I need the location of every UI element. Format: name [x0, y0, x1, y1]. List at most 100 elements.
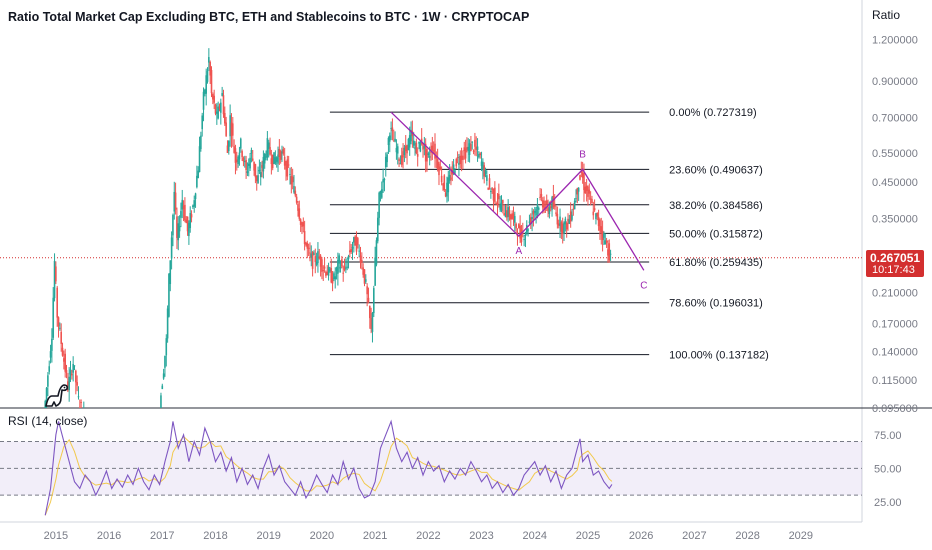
candle-body [466, 147, 468, 150]
candle-body [59, 327, 61, 329]
candle-body [189, 213, 192, 229]
candle-body [470, 144, 472, 152]
candle-body [506, 210, 508, 218]
candle-body [73, 365, 76, 367]
candle-body [432, 150, 435, 152]
scale-mode-button[interactable]: Ratio [872, 8, 901, 22]
candle-body [210, 70, 213, 94]
candle-body [299, 219, 302, 225]
candle-body [253, 161, 255, 171]
candle-body [213, 95, 215, 103]
candle-body [514, 216, 516, 223]
candle-body [380, 189, 383, 198]
candle-body [410, 129, 412, 142]
bar-countdown: 10:17:43 [872, 264, 915, 276]
candle-body [198, 146, 201, 173]
candle-body [504, 215, 507, 218]
candle-body [354, 236, 356, 246]
fib-level-label: 50.00% (0.315872) [669, 228, 763, 240]
candle-body [480, 161, 483, 167]
candle-body [319, 255, 322, 267]
price-tick-label: 0.140000 [872, 347, 918, 359]
candle-body [579, 175, 581, 180]
candle-body [487, 187, 490, 190]
candle-body [271, 154, 274, 169]
candle-body [560, 222, 563, 232]
candle-body [446, 182, 448, 197]
candle-body [463, 147, 466, 152]
candle-body [83, 411, 85, 412]
candle-body [447, 177, 450, 193]
candle-body [511, 213, 513, 220]
candle-body [367, 297, 370, 303]
candle-body [555, 212, 557, 215]
candle-body [341, 259, 343, 267]
candle-body [508, 210, 511, 218]
candle-body [363, 269, 366, 284]
candle-body [460, 155, 463, 160]
candle-body [476, 146, 479, 151]
candle-body [57, 317, 60, 327]
time-tick-label: 2018 [203, 530, 227, 542]
candle-body [605, 240, 608, 243]
candle-body [533, 211, 536, 213]
candle-body [80, 402, 82, 404]
candle-body [488, 178, 491, 188]
candle-body [228, 141, 230, 152]
candle-body [496, 203, 499, 205]
rsi-indicator-label[interactable]: RSI (14, close) [8, 414, 88, 428]
rsi-tick-label: 75.00 [874, 430, 902, 442]
candle-body [415, 142, 418, 154]
candle-body [535, 208, 537, 216]
candle-body [166, 308, 169, 339]
candle-body [178, 226, 181, 232]
candle-body [468, 143, 471, 155]
candle-body [293, 186, 295, 193]
candle-body [326, 271, 329, 276]
candle-body [540, 193, 543, 197]
candle-body [159, 413, 161, 419]
candle-body [369, 306, 371, 319]
candle-body [306, 242, 309, 249]
candle-body [394, 138, 396, 142]
candle-body [531, 216, 533, 220]
candle-body [490, 191, 492, 193]
price-tick-label: 0.210000 [872, 288, 918, 300]
candle-body [403, 147, 406, 156]
candle-body [455, 159, 458, 167]
candle-body [418, 142, 420, 144]
candle-body [515, 223, 517, 229]
candle-body [325, 271, 327, 276]
candle-body [307, 247, 310, 249]
candle-body [527, 229, 529, 231]
candle-body [282, 149, 285, 154]
candle-body [603, 233, 605, 238]
candle-body [255, 175, 258, 182]
candle-body [576, 188, 579, 195]
candle-body [278, 148, 281, 157]
fib-level-label: 23.60% (0.490637) [669, 164, 763, 176]
candle-body [412, 140, 415, 146]
candle-body [548, 207, 551, 215]
candle-body [220, 102, 222, 113]
candle-body [290, 176, 293, 185]
candle-body [72, 363, 74, 373]
candle-body [355, 236, 358, 252]
candle-body [573, 200, 576, 210]
candle-body [483, 165, 486, 177]
candle-body [254, 164, 257, 178]
candle-body [549, 206, 552, 209]
price-tick-label: 0.095000 [872, 403, 918, 415]
candle-body [561, 223, 564, 234]
candle-body [439, 166, 442, 170]
candle-body [351, 247, 354, 249]
candle-body [331, 277, 334, 284]
candle-body [547, 206, 549, 212]
candle-body [64, 353, 66, 372]
rsi-tick-label: 50.00 [874, 463, 902, 475]
candle-body [311, 252, 314, 269]
candle-body [503, 213, 505, 216]
candle-body [315, 261, 318, 265]
candle-body [333, 273, 335, 279]
